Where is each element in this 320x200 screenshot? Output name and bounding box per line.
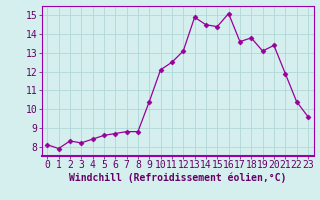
X-axis label: Windchill (Refroidissement éolien,°C): Windchill (Refroidissement éolien,°C) <box>69 173 286 183</box>
